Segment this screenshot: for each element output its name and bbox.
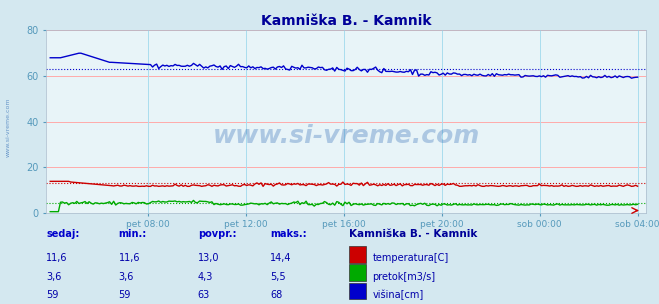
Text: 3,6: 3,6 xyxy=(119,272,134,282)
Text: maks.:: maks.: xyxy=(270,229,307,239)
Text: temperatura[C]: temperatura[C] xyxy=(372,254,449,263)
Text: 63: 63 xyxy=(198,290,210,300)
Text: www.si-vreme.com: www.si-vreme.com xyxy=(212,124,480,148)
Text: 3,6: 3,6 xyxy=(46,272,61,282)
Text: www.si-vreme.com: www.si-vreme.com xyxy=(5,98,11,157)
Text: sedaj:: sedaj: xyxy=(46,229,80,239)
FancyBboxPatch shape xyxy=(349,246,366,263)
Text: 59: 59 xyxy=(119,290,131,300)
Text: 14,4: 14,4 xyxy=(270,254,292,264)
Text: 13,0: 13,0 xyxy=(198,254,219,264)
Text: 68: 68 xyxy=(270,290,283,300)
Text: povpr.:: povpr.: xyxy=(198,229,236,239)
Text: 11,6: 11,6 xyxy=(46,254,68,264)
FancyBboxPatch shape xyxy=(349,264,366,281)
Text: 5,5: 5,5 xyxy=(270,272,286,282)
Text: 4,3: 4,3 xyxy=(198,272,213,282)
FancyBboxPatch shape xyxy=(349,283,366,299)
Text: 11,6: 11,6 xyxy=(119,254,140,264)
Title: Kamniška B. - Kamnik: Kamniška B. - Kamnik xyxy=(261,14,431,28)
Text: min.:: min.: xyxy=(119,229,147,239)
Text: višina[cm]: višina[cm] xyxy=(372,290,424,300)
Text: pretok[m3/s]: pretok[m3/s] xyxy=(372,272,436,282)
Text: 59: 59 xyxy=(46,290,59,300)
Text: Kamniška B. - Kamnik: Kamniška B. - Kamnik xyxy=(349,229,478,239)
